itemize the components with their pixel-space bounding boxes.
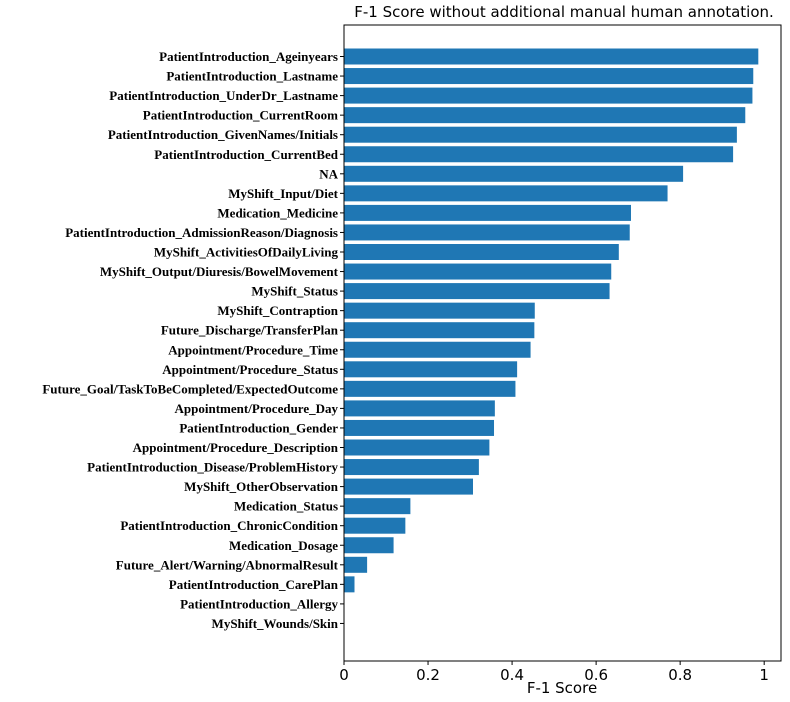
y-tick-label: PatientIntroduction_UnderDr_Lastname	[109, 88, 338, 103]
bar	[344, 283, 610, 300]
y-tick-label: Medication_Dosage	[229, 538, 338, 553]
y-tick-label: PatientIntroduction_GivenNames/Initials	[108, 127, 338, 142]
y-tick-labels: PatientIntroduction_Ageinyears PatientInt…	[42, 49, 344, 631]
y-tick-label: Appointment/Procedure_Day	[175, 401, 339, 416]
bar	[344, 185, 668, 202]
y-tick-label: Appointment/Procedure_Status	[162, 362, 338, 377]
y-tick-label: Future_Discharge/TransferPlan	[161, 323, 339, 338]
bar	[344, 498, 411, 515]
x-tick-label: 0	[339, 666, 349, 684]
bar	[344, 48, 759, 65]
bar	[344, 68, 754, 85]
bar	[344, 302, 535, 319]
bar	[344, 439, 490, 456]
y-tick-label: PatientIntroduction_ChronicCondition	[120, 518, 338, 533]
y-tick-label: Medication_Status	[234, 499, 338, 514]
x-axis-label: F-1 Score	[527, 679, 597, 697]
y-tick-label: NA	[319, 166, 338, 181]
bar	[344, 400, 495, 417]
bar	[344, 224, 630, 241]
bars-group	[344, 48, 759, 593]
bar	[344, 126, 737, 143]
bar	[344, 204, 631, 221]
y-tick-label: PatientIntroduction_CarePlan	[169, 577, 339, 592]
y-tick-label: PatientIntroduction_AdmissionReason/Diag…	[65, 225, 338, 240]
x-tick-label: 0.2	[416, 666, 440, 684]
y-tick-label: MyShift_Input/Diet	[228, 186, 338, 201]
bar	[344, 576, 355, 593]
x-tick-label: 0.6	[584, 666, 608, 684]
y-tick-label: Appointment/Procedure_Time	[168, 342, 338, 357]
y-tick-label: PatientIntroduction_Ageinyears	[159, 49, 338, 64]
x-axis-ticks: 0 0.2 0.4 0.6 0.8 1	[339, 661, 769, 684]
bar	[344, 263, 612, 280]
y-tick-label: Medication_Medicine	[217, 205, 338, 220]
x-tick-label: 0.8	[668, 666, 692, 684]
bar	[344, 87, 753, 104]
plot-area-frame	[343, 24, 782, 662]
y-tick-label: PatientIntroduction_Allergy	[180, 596, 338, 611]
y-tick-label: PatientIntroduction_Lastname	[166, 69, 338, 84]
y-tick-label: PatientIntroduction_Disease/ProblemHisto…	[87, 460, 338, 475]
bar	[344, 165, 684, 182]
y-tick-label: MyShift_Output/Diuresis/BowelMovement	[100, 264, 339, 279]
bar	[344, 517, 406, 534]
y-tick-label: Appointment/Procedure_Description	[133, 440, 339, 455]
bar	[344, 244, 619, 260]
bar	[344, 419, 495, 436]
y-tick-label: Future_Alert/Warning/AbnormalResult	[116, 557, 339, 572]
bar	[344, 146, 734, 163]
bar	[344, 380, 516, 397]
chart-title: F-1 Score without additional manual huma…	[354, 3, 774, 21]
bar	[344, 478, 473, 495]
bar	[344, 341, 531, 358]
y-tick-label: PatientIntroduction_CurrentRoom	[143, 108, 338, 123]
y-tick-label: MyShift_OtherObservation	[184, 479, 339, 494]
bar	[344, 556, 368, 573]
y-tick-label: MyShift_Contraption	[217, 303, 338, 318]
bar	[344, 107, 746, 124]
y-tick-label: MyShift_Wounds/Skin	[212, 616, 339, 631]
bar	[344, 322, 535, 339]
bar	[344, 459, 479, 476]
bar	[344, 361, 518, 378]
bar	[344, 537, 394, 554]
x-tick-label: 1	[759, 666, 769, 684]
y-tick-label: PatientIntroduction_CurrentBed	[154, 147, 338, 162]
y-tick-label: PatientIntroduction_Gender	[179, 420, 338, 435]
y-tick-label: Future_Goal/TaskToBeCompleted/ExpectedOu…	[42, 381, 338, 396]
y-tick-label: MyShift_ActivitiesOfDailyLiving	[154, 245, 339, 260]
y-tick-label: MyShift_Status	[251, 284, 338, 299]
x-tick-label: 0.4	[500, 666, 524, 684]
